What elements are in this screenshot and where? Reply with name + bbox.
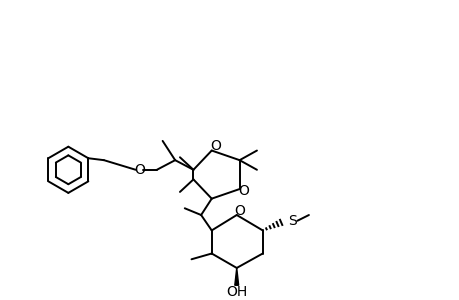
Polygon shape: [234, 268, 238, 285]
Text: OH: OH: [226, 285, 247, 299]
Text: O: O: [234, 204, 245, 218]
Text: O: O: [210, 139, 220, 153]
Text: S: S: [287, 214, 296, 228]
Text: O: O: [237, 184, 248, 198]
Text: O: O: [134, 163, 145, 177]
